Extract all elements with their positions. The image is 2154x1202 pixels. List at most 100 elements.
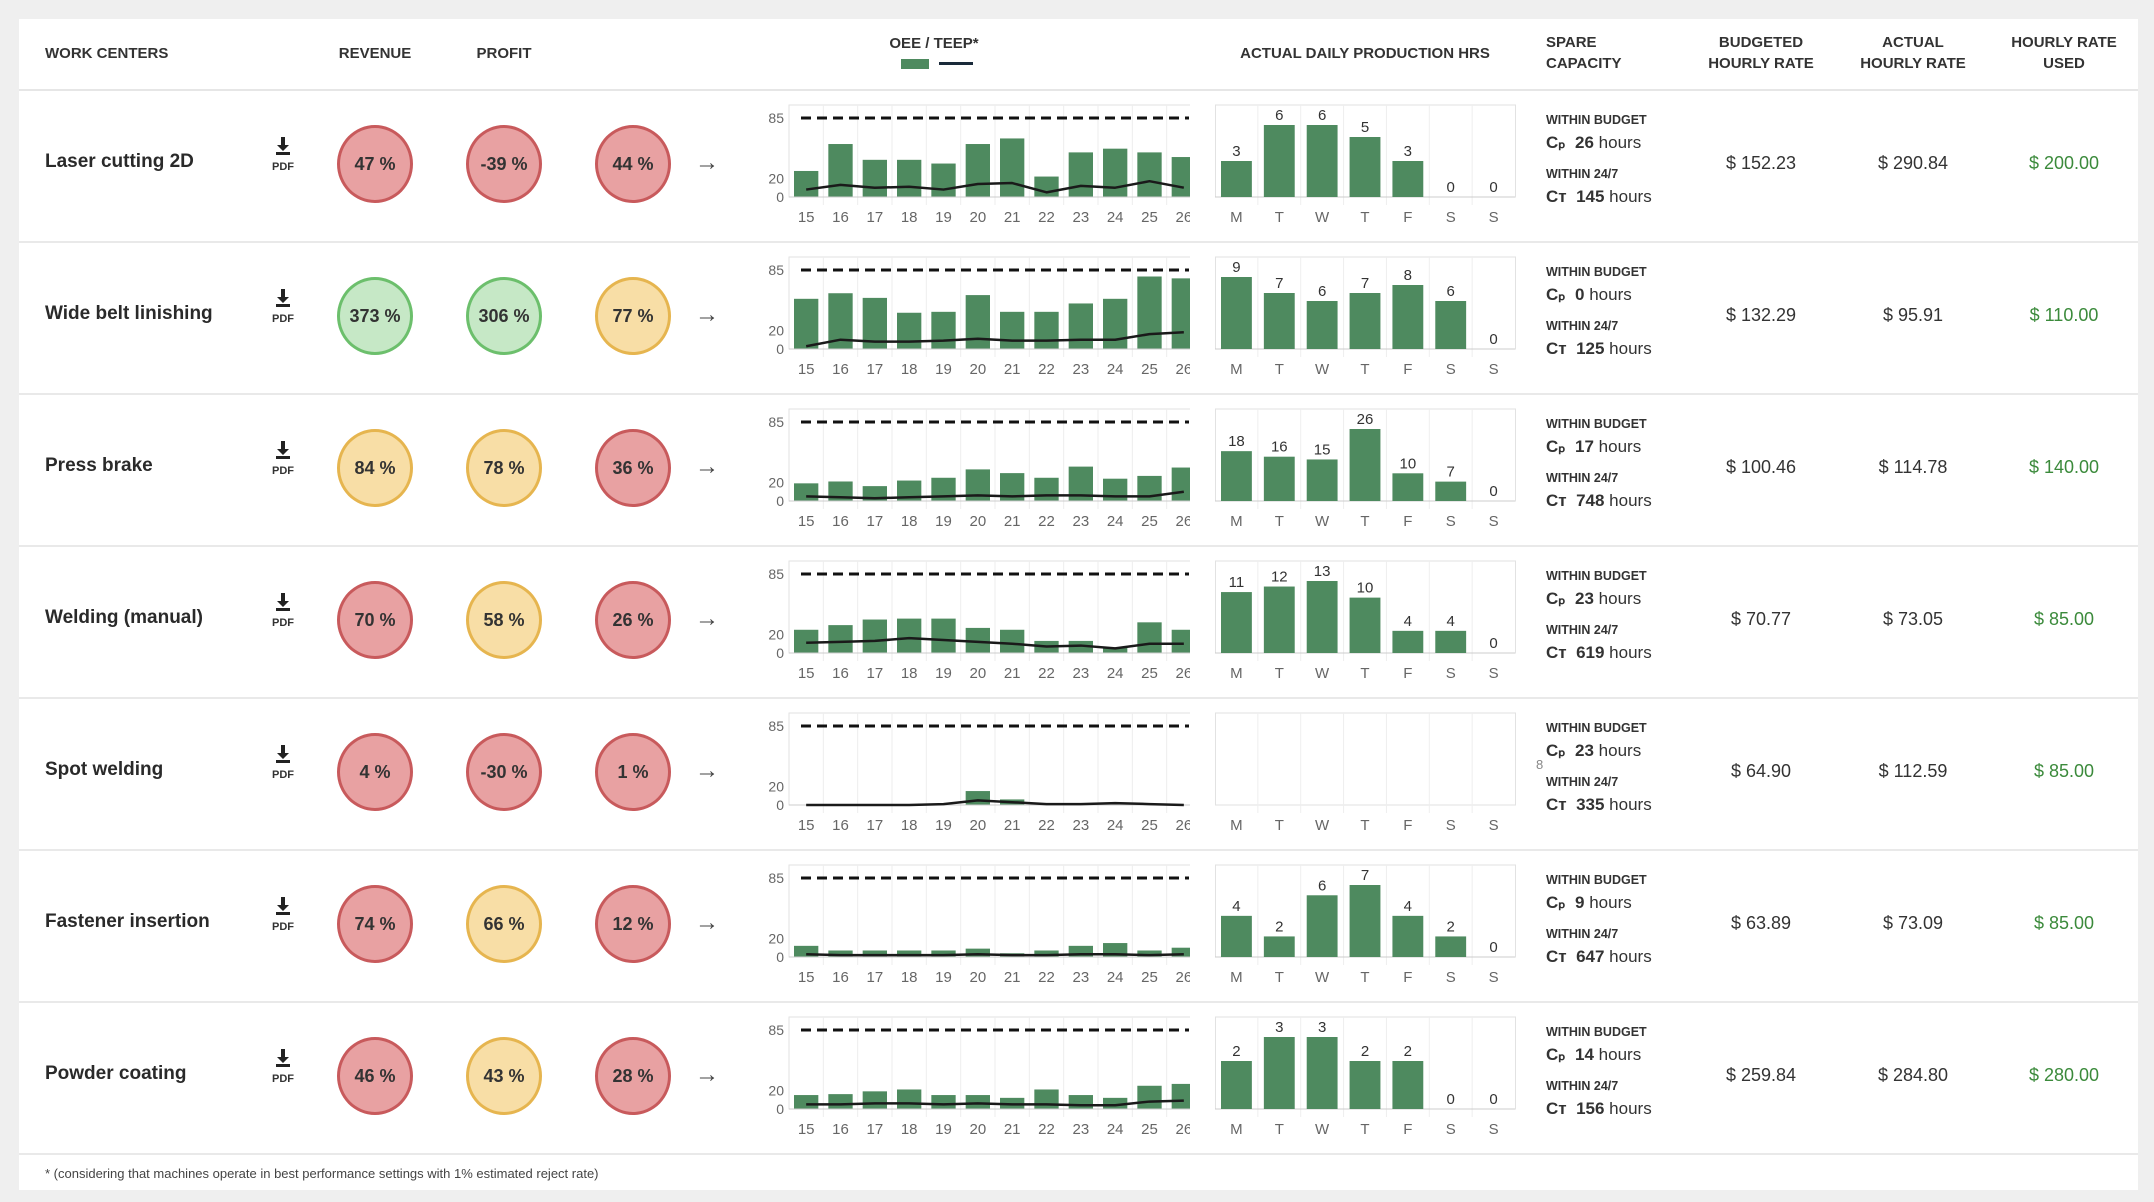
table-row: Wide belt linishing PDF 373 % 306 % 77 % → W… <box>19 243 2138 395</box>
header-budgeted-rate: BUDGETED HOURLY RATE <box>1691 32 1831 74</box>
x-tick-label: 17 <box>866 1121 883 1138</box>
within-247-label: WITHIN 24/7 <box>1546 319 1619 333</box>
daily-bar-label: 13 <box>1314 563 1331 580</box>
x-tick-label: 26 <box>1175 513 1190 530</box>
day-label: T <box>1275 361 1284 378</box>
within-budget-label: WITHIN BUDGET <box>1546 1025 1647 1039</box>
work-center-name[interactable]: Wide belt linishing <box>45 303 213 324</box>
oee-bar <box>931 311 956 349</box>
work-center-name[interactable]: Powder coating <box>45 1063 187 1084</box>
day-label: F <box>1403 817 1412 834</box>
hours-unit: hours <box>1609 1099 1652 1118</box>
daily-bar-label: 0 <box>1489 939 1497 956</box>
actual-hourly-rate: $ 73.05 <box>1882 609 1944 629</box>
arrow-right-icon[interactable]: → <box>695 301 719 328</box>
arrow-right-icon[interactable]: → <box>695 909 719 936</box>
pdf-download-button[interactable]: PDF <box>269 592 297 629</box>
oee-bar <box>1068 303 1093 349</box>
oee-bar <box>794 629 819 653</box>
work-center-name[interactable]: Press brake <box>45 455 153 476</box>
day-label: M <box>1230 209 1243 226</box>
y-tick-label: 85 <box>768 414 784 430</box>
x-tick-label: 20 <box>969 1121 986 1138</box>
daily-bar <box>1221 161 1252 197</box>
x-tick-label: 24 <box>1107 969 1124 986</box>
oee-bar <box>1068 152 1093 197</box>
x-tick-label: 18 <box>901 361 918 378</box>
arrow-right-icon[interactable]: → <box>695 149 719 176</box>
day-label: T <box>1275 513 1284 530</box>
pdf-download-button[interactable]: PDF <box>269 440 297 477</box>
header-actual-line1: ACTUAL <box>1882 34 1944 51</box>
daily-bar <box>1263 936 1295 957</box>
x-tick-label: 21 <box>1004 665 1021 682</box>
header-spare-line2: CAPACITY <box>1546 55 1622 72</box>
day-label: S <box>1446 209 1456 226</box>
hourly-rate-used: $ 85.00 <box>2033 761 2095 781</box>
spare-capacity: WITHIN BUDGET Cₚ 17 hours WITHIN 24/7 Cᴛ… <box>1546 417 1652 525</box>
ct-value: 335 <box>1576 795 1605 814</box>
revenue-circle: 74 % <box>337 885 413 963</box>
daily-bar <box>1392 1061 1424 1109</box>
arrow-right-icon[interactable]: → <box>695 605 719 632</box>
work-center-name[interactable]: Welding (manual) <box>45 607 203 628</box>
ct-symbol: Cᴛ <box>1546 339 1567 358</box>
oee-bar <box>965 144 990 197</box>
day-label: F <box>1403 513 1412 530</box>
x-tick-label: 22 <box>1038 361 1055 378</box>
daily-production-chart: 2 3 3 2 2 0 0 M T W T F S S <box>1215 1016 1516 1138</box>
download-icon <box>276 1049 290 1067</box>
arrow-right-icon[interactable]: → <box>695 1061 719 1088</box>
arrow-right-icon[interactable]: → <box>695 453 719 480</box>
cp-value: 26 <box>1575 133 1594 152</box>
header-spare-capacity: SPARE CAPACITY <box>1546 32 1622 74</box>
cp-symbol: Cₚ <box>1546 741 1566 760</box>
ct-value: 748 <box>1576 491 1605 510</box>
pdf-download-button[interactable]: PDF <box>269 896 297 933</box>
x-tick-label: 19 <box>935 1121 952 1138</box>
teep-line <box>805 179 1185 194</box>
oee-bar <box>931 618 956 653</box>
day-label: T <box>1360 1121 1369 1138</box>
actual-hourly-rate: $ 95.91 <box>1882 305 1944 325</box>
work-centers-table: WORK CENTERS REVENUE PROFIT OEE / TEEP* … <box>19 19 2138 1190</box>
hours-unit: hours <box>1589 285 1632 304</box>
budgeted-hourly-rate: $ 70.77 <box>1730 609 1792 629</box>
teep-line <box>806 952 1184 957</box>
cp-value: 9 <box>1575 893 1585 912</box>
oee-bar <box>1034 950 1059 957</box>
arrow-right-icon[interactable]: → <box>695 757 719 784</box>
pdf-download-button[interactable]: PDF <box>269 288 297 325</box>
x-tick-label: 17 <box>866 817 883 834</box>
oee-bar <box>1171 1083 1190 1109</box>
pdf-download-button[interactable]: PDF <box>269 1048 297 1085</box>
work-center-name[interactable]: Laser cutting 2D <box>45 151 194 172</box>
budgeted-hourly-rate: $ 100.46 <box>1725 457 1797 477</box>
profit-circle: 66 % <box>466 885 542 963</box>
work-center-name[interactable]: Fastener insertion <box>45 911 210 932</box>
daily-bar-label: 0 <box>1489 635 1497 652</box>
work-center-name[interactable]: Spot welding <box>45 759 164 780</box>
daily-bar-label: 0 <box>1447 179 1455 196</box>
x-tick-label: 17 <box>866 665 883 682</box>
ct-value: 156 <box>1576 1099 1605 1118</box>
oee-teep-chart: 0 20 85 15 16 17 18 19 20 21 22 23 24 25 26 <box>768 864 1190 986</box>
x-tick-label: 19 <box>935 361 952 378</box>
x-tick-label: 23 <box>1072 361 1089 378</box>
hourly-rate-used: $ 200.00 <box>2028 153 2100 173</box>
oee-bar <box>897 159 922 197</box>
y-tick-label: 85 <box>768 718 784 734</box>
pdf-download-button[interactable]: PDF <box>269 136 297 173</box>
within-budget-label: WITHIN BUDGET <box>1546 721 1647 735</box>
pdf-label: PDF <box>272 769 294 781</box>
revenue-circle: 84 % <box>337 429 413 507</box>
day-label: S <box>1489 665 1499 682</box>
pdf-download-button[interactable]: PDF <box>269 744 297 781</box>
hours-unit: hours <box>1598 133 1642 152</box>
oee-bar <box>1034 477 1059 501</box>
oee-bar <box>1068 945 1093 957</box>
within-budget-label: WITHIN BUDGET <box>1546 113 1647 127</box>
day-label: T <box>1360 513 1369 530</box>
daily-bar-label: 0 <box>1489 179 1497 196</box>
oee-teep-chart: 0 20 85 15 16 17 18 19 20 21 22 23 24 25 26 <box>768 712 1190 834</box>
